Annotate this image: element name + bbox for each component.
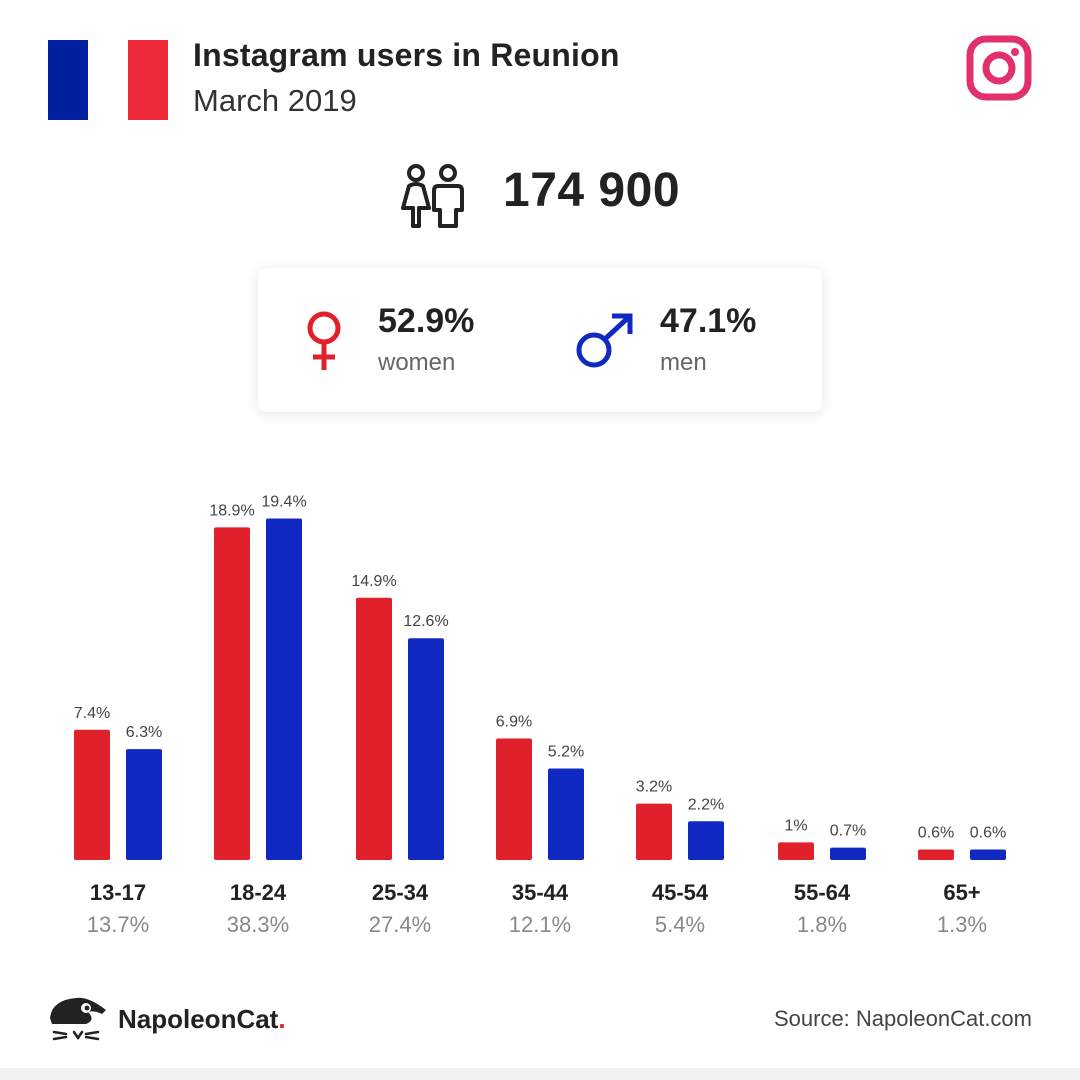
total-users: 174 900 [503, 164, 681, 217]
men-bar-label-18-24: 19.4% [261, 494, 306, 511]
women-bar-label-18-24: 18.9% [209, 502, 254, 519]
brand-name-text: NapoleonCat [118, 1004, 279, 1034]
women-bar-45-54 [636, 803, 672, 860]
men-bar-13-17 [126, 749, 162, 860]
men-bar-65+ [970, 849, 1006, 860]
men-bar-label-35-44: 5.2% [548, 743, 584, 760]
men-percent: 47.1% [660, 302, 757, 340]
age-distribution-chart: 7.4% 6.3% 13-17 13.7% 18.9% 19.4% 18-24 38.3% 14… [74, 494, 1006, 937]
age-group-label-65+: 65+ [943, 880, 980, 905]
men-label: men [660, 349, 707, 376]
women-bar-label-65+: 0.6% [918, 824, 954, 841]
women-bar-label-55-64: 1% [784, 817, 807, 834]
source-text: Source: NapoleonCat.com [773, 1006, 1032, 1031]
age-group-total-18-24: 38.3% [227, 912, 289, 937]
men-bar-35-44 [548, 768, 584, 860]
women-bar-label-35-44: 6.9% [496, 714, 532, 731]
age-group-label-55-64: 55-64 [794, 880, 851, 905]
women-bar-65+ [918, 849, 954, 860]
page-title: Instagram users in Reunion [193, 37, 620, 73]
footer-strip [0, 1068, 1080, 1080]
age-group-label-25-34: 25-34 [372, 880, 429, 905]
age-group-total-55-64: 1.8% [797, 912, 847, 937]
napoleoncat-logo-icon [50, 997, 106, 1041]
men-bar-label-25-34: 12.6% [403, 613, 448, 630]
men-bar-55-64 [830, 847, 866, 860]
male-symbol-icon [576, 313, 633, 368]
men-bar-label-13-17: 6.3% [126, 724, 162, 741]
men-bar-label-65+: 0.6% [970, 824, 1006, 841]
brand-name: NapoleonCat. [118, 1004, 286, 1035]
age-group-total-35-44: 12.1% [509, 912, 571, 937]
people-icon [401, 164, 464, 228]
women-bar-18-24 [214, 527, 250, 860]
women-label: women [378, 349, 456, 376]
page-subtitle: March 2019 [193, 83, 357, 118]
flag-red-stripe [128, 40, 168, 120]
women-bar-label-45-54: 3.2% [636, 779, 672, 796]
women-bar-label-13-17: 7.4% [74, 705, 110, 722]
instagram-icon [966, 35, 1032, 101]
men-bar-18-24 [266, 518, 302, 860]
age-group-total-65+: 1.3% [937, 912, 987, 937]
flag-blue-stripe [48, 40, 88, 120]
age-group-label-18-24: 18-24 [230, 880, 287, 905]
female-symbol-icon [307, 311, 341, 370]
women-bar-55-64 [778, 842, 814, 860]
brand-dot: . [278, 1004, 286, 1034]
men-bar-label-55-64: 0.7% [830, 823, 866, 840]
france-flag [48, 40, 168, 120]
age-group-label-45-54: 45-54 [652, 880, 709, 905]
men-bar-25-34 [408, 638, 444, 860]
men-bar-45-54 [688, 821, 724, 860]
men-bar-label-45-54: 2.2% [688, 796, 724, 813]
gender-card [258, 268, 822, 412]
age-group-total-45-54: 5.4% [655, 912, 705, 937]
age-group-label-35-44: 35-44 [512, 880, 569, 905]
women-bar-label-25-34: 14.9% [351, 573, 396, 590]
women-percent: 52.9% [378, 302, 475, 340]
women-bar-13-17 [74, 729, 110, 860]
age-group-label-13-17: 13-17 [90, 880, 146, 905]
women-bar-25-34 [356, 597, 392, 860]
women-bar-35-44 [496, 738, 532, 860]
age-group-total-13-17: 13.7% [87, 912, 149, 937]
age-group-total-25-34: 27.4% [369, 912, 431, 937]
